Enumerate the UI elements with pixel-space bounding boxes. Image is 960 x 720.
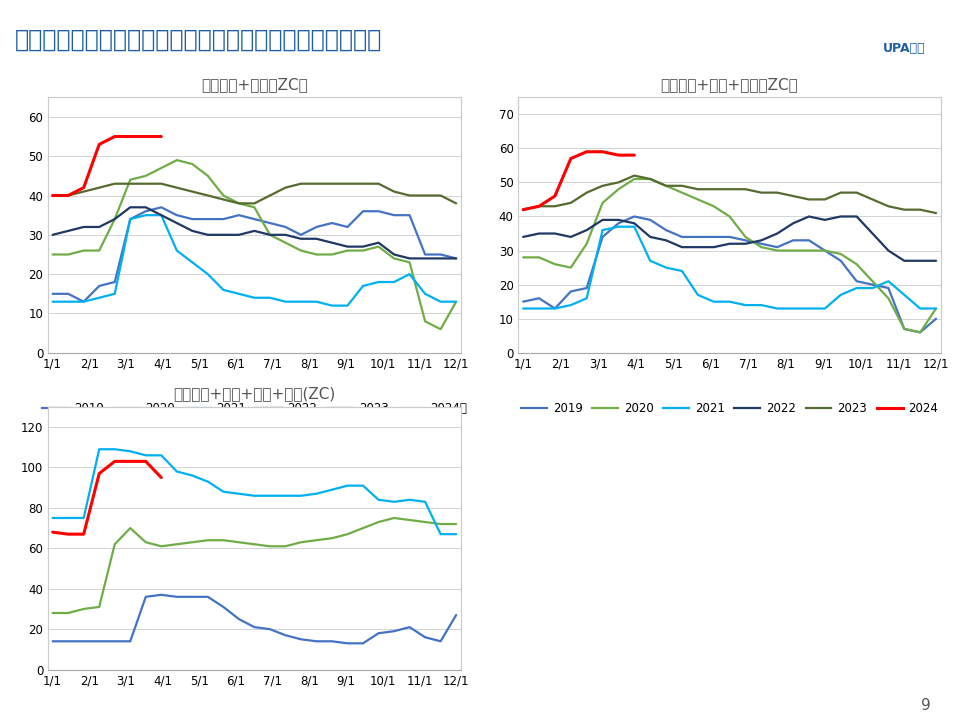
Legend: 2021, 2022, 2023, 2024: 2021, 2022, 2023, 2024	[112, 715, 396, 720]
Bar	[48, 407, 461, 670]
Bar	[518, 97, 941, 353]
Bar	[48, 97, 461, 353]
Text: 库存：整体库存高位，去库速度缓慢，社库增加，上游下降: 库存：整体库存高位，去库速度缓慢，社库增加，上游下降	[14, 27, 382, 52]
Text: UPA众联: UPA众联	[882, 42, 925, 55]
Text: »»: »»	[824, 56, 848, 75]
Text: 9: 9	[922, 698, 931, 713]
Legend: 2019, 2020, 2021, 2022, 2023, 2024: 2019, 2020, 2021, 2022, 2023, 2024	[516, 397, 943, 420]
Legend: 2019, 2020, 2021, 2022, 2023, 2024年: 2019, 2020, 2021, 2022, 2023, 2024年	[37, 397, 471, 420]
Title: 库存华东+华南+西南+上游(ZC): 库存华东+华南+西南+上游(ZC)	[173, 387, 336, 402]
Title: 库存华东+华南+西南（ZC）: 库存华东+华南+西南（ZC）	[660, 77, 799, 92]
Title: 库存华东+华南（ZC）: 库存华东+华南（ZC）	[201, 77, 308, 92]
